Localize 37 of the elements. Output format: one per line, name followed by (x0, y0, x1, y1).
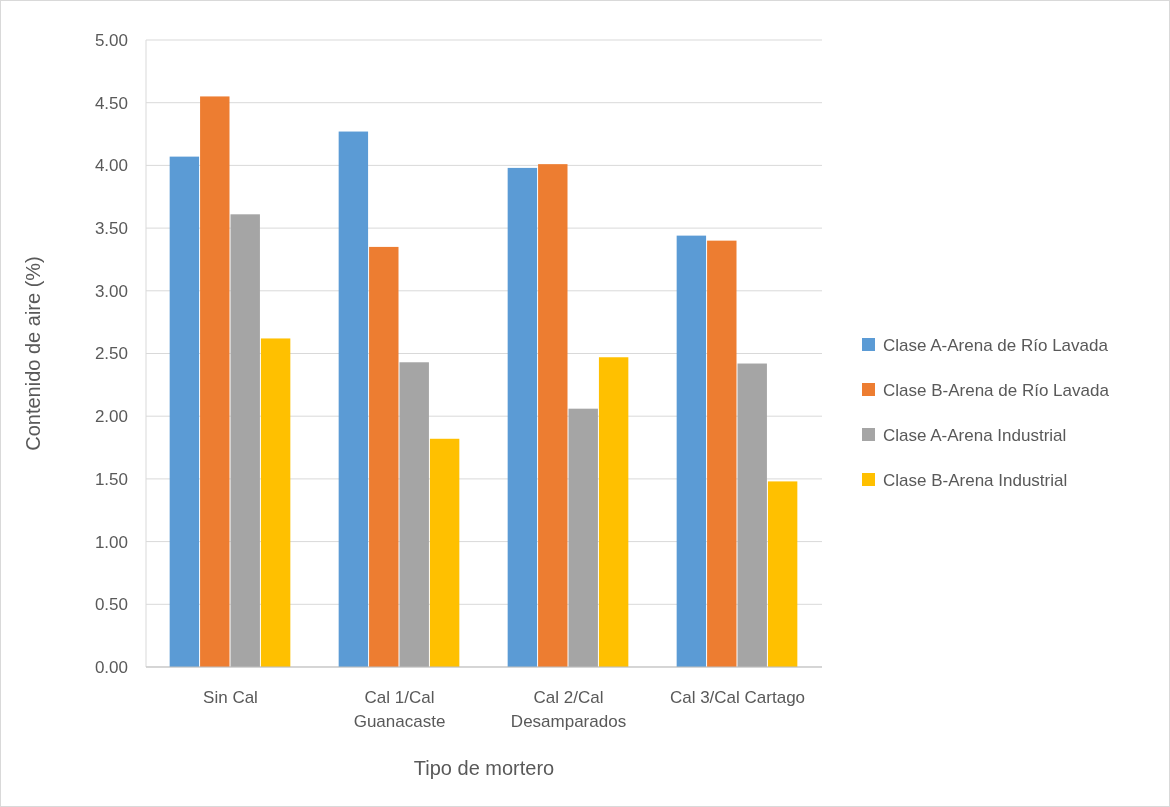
y-tick-label: 4.50 (94, 93, 128, 113)
x-tick-label: Sin Cal (203, 688, 258, 707)
legend-label: Clase B-Arena Industrial (883, 470, 1068, 490)
legend-label: Clase B-Arena de Río Lavada (883, 380, 1110, 400)
bar (737, 363, 767, 667)
y-tick-label: 1.00 (94, 532, 128, 552)
bar (767, 481, 798, 667)
bar (200, 96, 230, 667)
y-axis-title: Contenido de aire (%) (22, 256, 44, 451)
x-tick-label: Cal 1/Cal Guanacaste (353, 688, 446, 731)
x-tick-label: Cal 3/Cal Cartago (669, 688, 806, 707)
bar (538, 164, 568, 667)
bar (429, 438, 460, 667)
y-tick-label: 3.50 (94, 219, 128, 239)
bar (707, 240, 737, 667)
y-tick-label: 3.00 (94, 281, 128, 301)
legend-label: Clase A-Arena de Río Lavada (883, 335, 1109, 355)
x-axis-title: Tipo de mortero (413, 757, 555, 779)
y-tick-label: 0.50 (94, 595, 128, 615)
bar (369, 246, 399, 667)
bar (169, 156, 200, 667)
bar (598, 357, 629, 667)
y-tick-label: 0.00 (94, 657, 128, 677)
bar (230, 214, 260, 667)
legend-label: Clase A-Arena Industrial (883, 425, 1067, 445)
y-tick-label: 2.50 (94, 344, 128, 364)
bar (568, 408, 598, 667)
y-tick-label: 2.00 (94, 407, 128, 427)
y-tick-label: 1.50 (94, 469, 128, 489)
bar (338, 131, 369, 667)
bar (507, 167, 538, 667)
y-tick-label: 4.00 (94, 156, 128, 176)
y-tick-label: 5.00 (94, 30, 128, 50)
bar (260, 338, 291, 667)
x-tick-label: Cal 2/Cal Desamparados (510, 688, 627, 731)
bar (399, 362, 429, 667)
bar (676, 235, 707, 667)
